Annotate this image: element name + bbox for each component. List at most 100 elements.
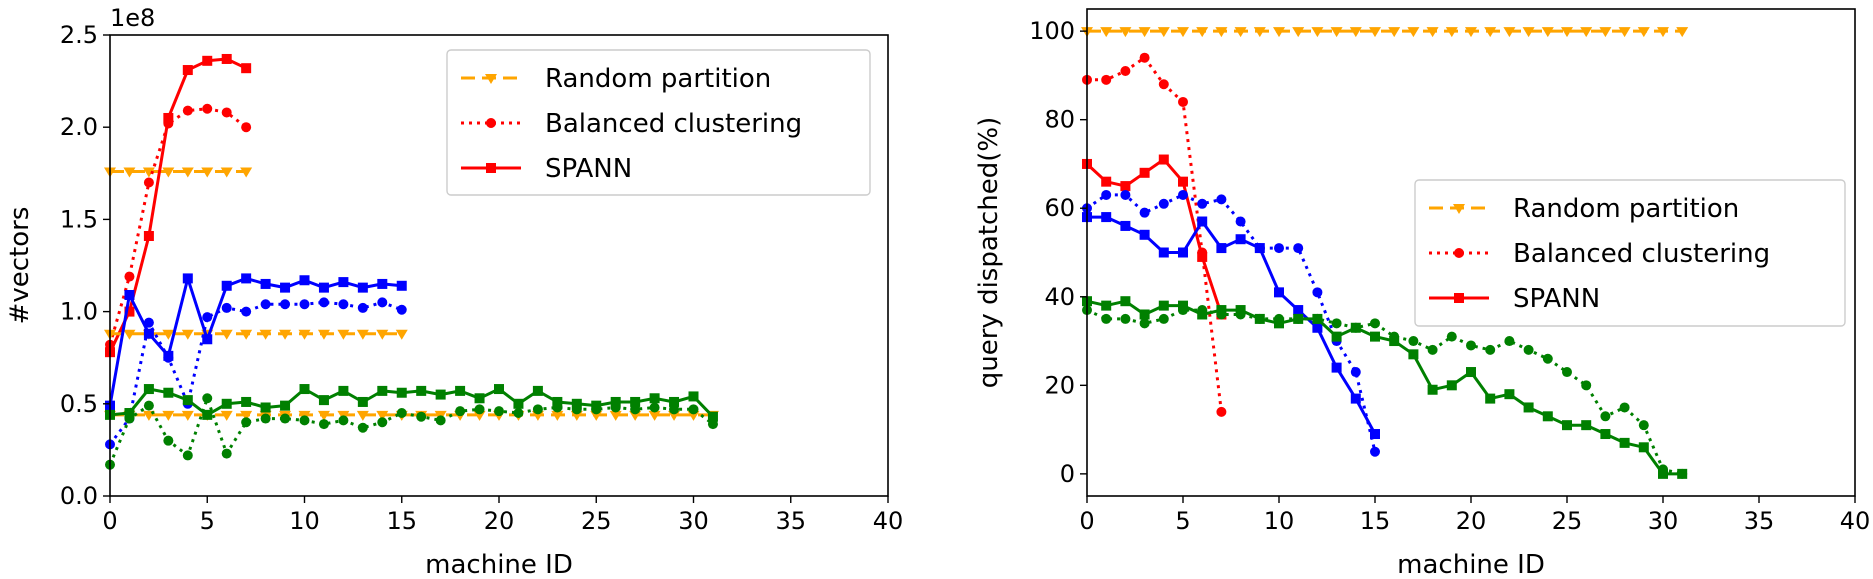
data-point bbox=[1158, 198, 1169, 209]
data-point bbox=[1427, 384, 1438, 395]
data-point bbox=[202, 103, 213, 114]
data-point bbox=[1235, 305, 1246, 316]
data-point bbox=[1522, 27, 1535, 38]
series-line bbox=[108, 276, 402, 406]
data-point bbox=[1541, 27, 1554, 38]
data-point bbox=[1101, 212, 1112, 223]
data-point bbox=[1638, 420, 1649, 431]
data-point bbox=[299, 299, 310, 310]
data-point bbox=[221, 448, 232, 459]
legend-box bbox=[446, 49, 871, 196]
data-point bbox=[1274, 318, 1284, 329]
y-tick-label: 2.0 bbox=[60, 113, 98, 141]
series-line bbox=[1086, 308, 1683, 476]
data-point bbox=[1349, 27, 1362, 38]
data-point bbox=[1484, 27, 1497, 38]
legend-entry: Balanced clustering bbox=[1429, 239, 1770, 269]
data-point bbox=[1216, 243, 1227, 254]
data-point bbox=[416, 385, 427, 396]
data-point bbox=[1312, 313, 1323, 324]
data-point bbox=[279, 329, 292, 340]
data-point bbox=[1658, 468, 1668, 479]
data-point bbox=[571, 398, 582, 409]
data-point bbox=[338, 385, 349, 396]
data-point bbox=[1350, 322, 1361, 333]
data-point bbox=[143, 400, 154, 411]
legend-marker bbox=[485, 74, 497, 84]
x-tick-label: 15 bbox=[1360, 507, 1391, 535]
data-point bbox=[1466, 340, 1476, 351]
data-point bbox=[280, 299, 291, 310]
data-point bbox=[395, 329, 408, 340]
x-tick-label: 35 bbox=[1744, 507, 1775, 535]
legend-label: Balanced clustering bbox=[545, 109, 802, 139]
data-point bbox=[1600, 429, 1611, 440]
data-point bbox=[1158, 313, 1169, 324]
x-tick-label: 0 bbox=[102, 507, 117, 535]
data-point bbox=[435, 389, 446, 400]
data-point bbox=[221, 53, 232, 64]
data-point bbox=[202, 409, 213, 420]
data-point bbox=[143, 177, 154, 188]
data-point bbox=[182, 395, 193, 406]
data-point bbox=[1330, 27, 1343, 38]
y-tick-label: 1.5 bbox=[60, 205, 98, 233]
data-point bbox=[162, 329, 175, 340]
data-point bbox=[1216, 194, 1227, 205]
series-line bbox=[109, 387, 715, 418]
data-point bbox=[143, 384, 154, 395]
x-axis: 0 5 10 15 20 25 30 35 40 bbox=[1079, 496, 1870, 535]
data-point bbox=[318, 297, 329, 308]
data-point bbox=[1120, 296, 1131, 307]
series-group bbox=[1081, 27, 1689, 479]
data-point bbox=[591, 400, 602, 411]
x-tick-label: 25 bbox=[581, 507, 612, 535]
data-point bbox=[1235, 234, 1246, 245]
data-point bbox=[1197, 216, 1208, 227]
legend-marker bbox=[486, 163, 496, 173]
legend-label: Balanced clustering bbox=[1513, 239, 1770, 269]
y-tick-label: 20 bbox=[1044, 371, 1075, 399]
data-point bbox=[396, 304, 407, 315]
data-point bbox=[163, 435, 174, 446]
y-tick-label: 100 bbox=[1029, 17, 1075, 45]
data-point bbox=[240, 410, 253, 421]
data-point bbox=[1657, 27, 1669, 38]
data-point bbox=[377, 417, 388, 428]
data-point bbox=[649, 393, 660, 404]
data-point bbox=[1389, 336, 1400, 347]
data-point bbox=[455, 385, 466, 396]
data-point bbox=[1370, 446, 1380, 457]
data-point bbox=[1120, 313, 1131, 324]
data-point bbox=[1216, 305, 1227, 316]
series-1 bbox=[1082, 52, 1227, 417]
data-point bbox=[1485, 393, 1496, 404]
data-point bbox=[221, 398, 232, 409]
data-point bbox=[241, 417, 252, 428]
data-point bbox=[1178, 176, 1188, 187]
data-point bbox=[1120, 65, 1131, 76]
data-point bbox=[1638, 442, 1649, 453]
x-axis: 0 5 10 15 20 25 30 35 40 bbox=[102, 496, 903, 535]
data-point bbox=[1100, 27, 1113, 38]
data-point bbox=[1177, 27, 1189, 38]
data-point bbox=[143, 230, 154, 241]
legend: Random partition Balanced clustering SPANN bbox=[1414, 179, 1846, 327]
data-point bbox=[376, 329, 389, 340]
data-point bbox=[221, 107, 232, 118]
data-point bbox=[1485, 344, 1496, 355]
data-point bbox=[220, 410, 233, 421]
data-point bbox=[570, 410, 583, 421]
y-tick-label: 2.5 bbox=[60, 21, 98, 49]
data-point bbox=[1408, 349, 1419, 360]
data-point bbox=[1370, 429, 1380, 440]
series-line bbox=[1087, 56, 1223, 413]
data-point bbox=[668, 410, 681, 421]
data-point bbox=[299, 415, 310, 426]
data-point bbox=[163, 350, 174, 361]
data-point bbox=[338, 415, 349, 426]
data-point bbox=[1254, 243, 1265, 254]
data-point bbox=[1196, 27, 1209, 38]
x-tick-label: 30 bbox=[1648, 507, 1679, 535]
x-axis-label: machine ID bbox=[1397, 550, 1545, 579]
